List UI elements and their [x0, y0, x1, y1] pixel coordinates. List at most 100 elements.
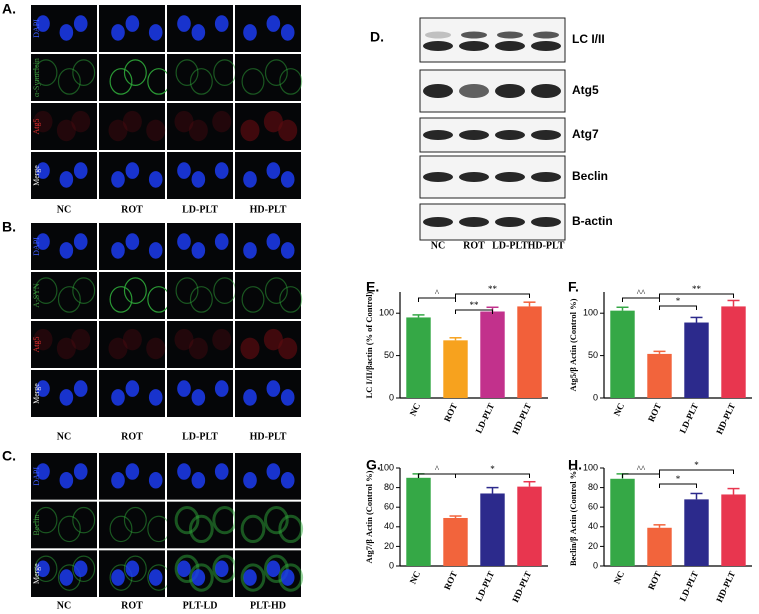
stain	[240, 119, 260, 142]
panel-label: F.	[568, 279, 579, 295]
stain	[278, 337, 298, 360]
y-tick-label: 0	[389, 560, 394, 570]
stain	[108, 337, 128, 360]
nucleus	[280, 471, 295, 489]
nucleus	[214, 162, 229, 179]
blot-band	[531, 217, 561, 227]
stain	[188, 337, 208, 360]
nucleus	[148, 471, 163, 489]
stain	[174, 110, 194, 133]
row-label: DAPI	[32, 467, 41, 486]
error-bar	[486, 486, 499, 494]
stain	[189, 68, 213, 95]
stain	[189, 286, 213, 313]
nucleus	[59, 24, 74, 41]
column-label: NC	[57, 204, 71, 215]
stain	[72, 555, 96, 583]
blot-label: Atg7	[572, 127, 599, 141]
stain	[108, 119, 128, 142]
nucleus	[36, 233, 50, 250]
row-label: Merge	[32, 383, 41, 404]
blot-strip	[419, 17, 566, 63]
y-axis-label: LC I/II/βactin (% of Control)	[364, 291, 374, 398]
y-axis-label: Beclin/β Actin (Control %)	[568, 468, 578, 566]
micrograph	[235, 54, 301, 101]
panel-label: G.	[366, 457, 381, 473]
significance-bracket	[659, 483, 697, 488]
bar	[517, 306, 542, 398]
stain	[34, 277, 58, 304]
column-label: ROT	[121, 204, 143, 215]
nucleus	[191, 471, 206, 489]
row-label: α-Synuclein	[32, 58, 41, 97]
column-label: HD-PLT	[528, 240, 565, 251]
error-bar	[690, 492, 703, 500]
x-tick-label: ROT	[646, 569, 663, 591]
error-bar	[523, 480, 536, 487]
blot-band	[531, 172, 561, 182]
micrograph	[31, 321, 97, 368]
stain	[278, 563, 304, 592]
stain	[263, 328, 283, 351]
nucleus	[59, 471, 74, 489]
row-label: Atg5	[32, 119, 41, 135]
significance-label: *	[676, 474, 681, 484]
bar	[443, 517, 468, 566]
blot-label: LC I/II	[572, 32, 605, 46]
nucleus	[111, 24, 125, 41]
stain	[33, 328, 53, 351]
bar	[480, 311, 505, 398]
column-label: HD-PLT	[250, 204, 287, 215]
stain	[109, 286, 133, 313]
x-tick-label: HD-PLT	[714, 401, 737, 435]
bar	[517, 486, 542, 566]
blot-band	[459, 172, 489, 182]
blot-band	[459, 84, 489, 98]
column-label: LD-PLT	[182, 431, 218, 442]
nucleus	[243, 471, 257, 489]
y-tick-label: 100	[583, 462, 598, 472]
stain	[34, 506, 58, 534]
stain	[240, 337, 260, 360]
nucleus	[111, 389, 125, 406]
nucleus	[36, 463, 50, 480]
significance-bracket	[455, 473, 530, 478]
nucleus	[191, 171, 206, 188]
nucleus	[36, 380, 50, 397]
bar	[480, 493, 505, 566]
nucleus	[125, 560, 140, 578]
significance-bracket	[622, 473, 660, 478]
stain	[263, 110, 283, 133]
nucleus	[266, 15, 281, 32]
stain	[240, 514, 266, 544]
significance-label: ^^	[637, 288, 646, 298]
nucleus	[73, 560, 88, 578]
nucleus	[111, 171, 125, 188]
blot-band	[425, 31, 451, 39]
nucleus	[36, 560, 50, 578]
stain	[57, 564, 81, 591]
row-label: A-SYN	[32, 283, 41, 308]
x-tick-label: ROT	[646, 401, 663, 423]
x-tick-label: NC	[612, 401, 627, 417]
blot-band	[531, 130, 561, 140]
stain	[174, 328, 194, 351]
nucleus	[243, 569, 257, 586]
stain	[122, 328, 142, 351]
blot-band	[531, 41, 561, 51]
micrograph	[31, 103, 97, 150]
micrograph	[167, 54, 233, 101]
error-bar	[727, 299, 740, 307]
significance-label: **	[470, 300, 480, 310]
x-tick-label: LD-PLT	[678, 569, 701, 602]
bar	[721, 306, 746, 398]
x-tick-label: NC	[612, 569, 627, 585]
significance-bracket	[455, 309, 493, 314]
stain	[56, 119, 76, 142]
nucleus	[177, 162, 191, 179]
y-tick-label: 20	[384, 541, 394, 551]
stain	[109, 515, 133, 543]
nucleus	[266, 560, 281, 578]
x-tick-label: NC	[408, 569, 423, 585]
